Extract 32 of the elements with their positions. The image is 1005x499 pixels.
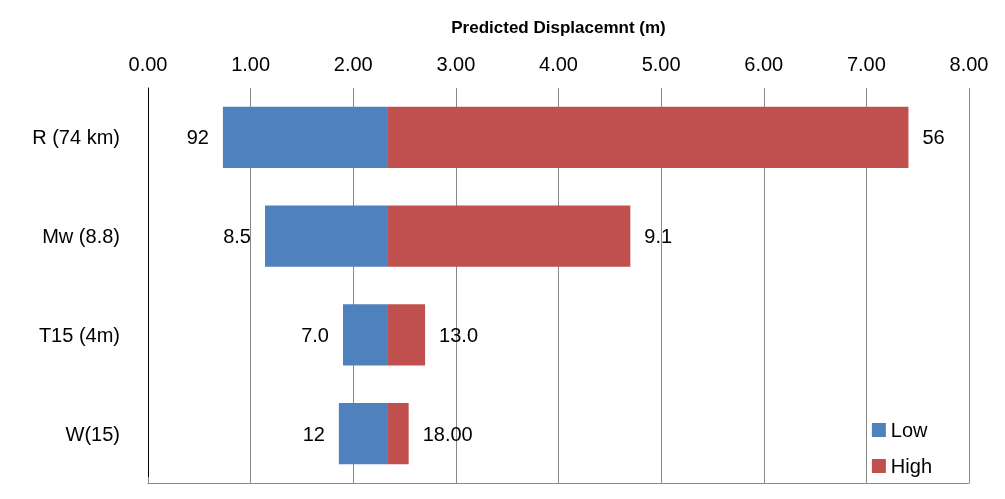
annotation: 13.0 — [439, 323, 479, 346]
x-tick-label: 7.00 — [846, 53, 886, 75]
bar — [222, 106, 388, 168]
bar — [342, 304, 388, 366]
x-tick-label: 5.00 — [641, 53, 681, 75]
annotation: 8.5 — [223, 225, 251, 248]
bar — [387, 403, 409, 465]
bar — [338, 403, 388, 465]
bar — [387, 106, 909, 168]
annotation: 56 — [922, 126, 945, 149]
x-axis-title: Predicted Displacemnt (m) — [451, 18, 666, 37]
y-tick-label: W(15) — [65, 422, 120, 445]
bar — [387, 205, 631, 267]
legend-label: High — [890, 455, 933, 477]
bar — [387, 304, 426, 366]
annotation: 12 — [302, 422, 325, 445]
legend-label: Low — [890, 419, 929, 441]
annotation: 92 — [186, 126, 209, 149]
x-tick-label: 4.00 — [539, 53, 578, 75]
x-tick-label: 1.00 — [231, 53, 271, 75]
bar — [264, 205, 388, 267]
annotation: 9.1 — [644, 225, 673, 248]
x-tick-label: 3.00 — [436, 53, 476, 75]
annotation: 18.00 — [422, 422, 473, 445]
y-tick-label: R (74 km) — [32, 126, 120, 149]
x-tick-label: 8.00 — [949, 53, 989, 75]
annotation: 7.0 — [301, 323, 329, 346]
x-tick-label: 0.00 — [128, 53, 168, 75]
y-tick-label: Mw (8.8) — [42, 225, 120, 248]
y-tick-label: T15 (4m) — [38, 323, 120, 346]
x-tick-label: 2.00 — [333, 53, 373, 75]
x-tick-label: 6.00 — [744, 53, 784, 75]
